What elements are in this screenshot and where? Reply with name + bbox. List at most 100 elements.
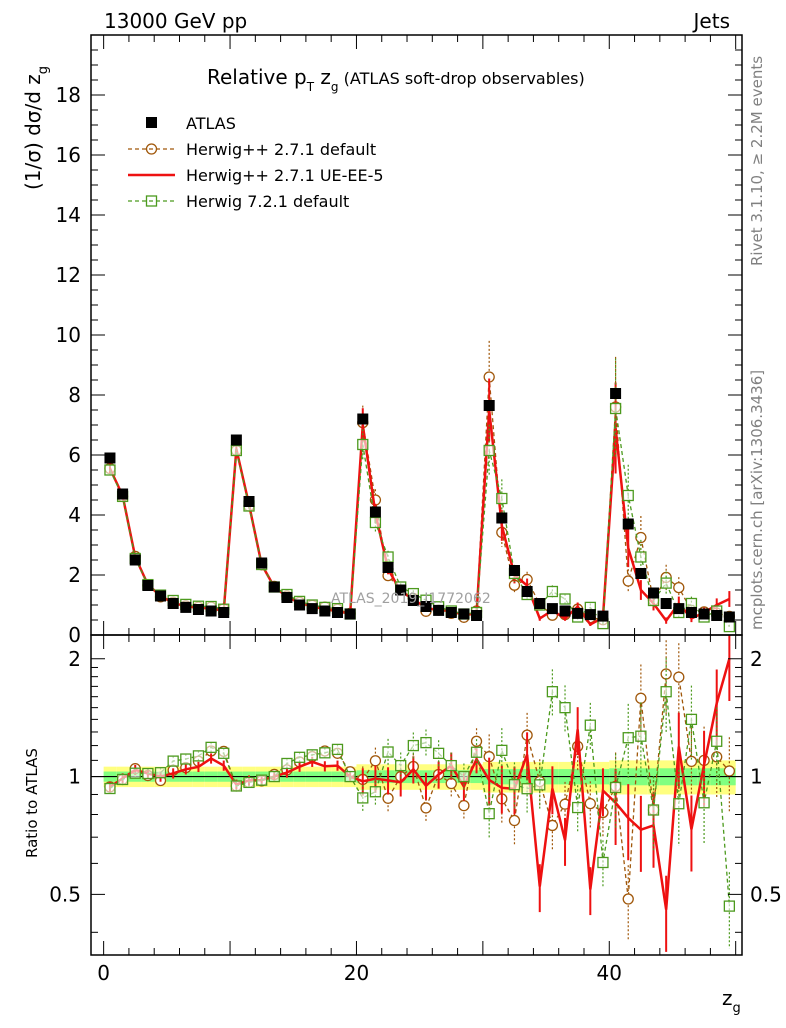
legend-entry-herwig271-ueee5: Herwig++ 2.7.1 UE-EE-5: [128, 166, 384, 185]
ratio-point-herwig721-default: [420, 736, 432, 749]
main-point-atlas: [445, 607, 457, 618]
ratio-point-herwig721-default: [293, 751, 306, 763]
legend-entry-herwig721-default: Herwig 7.2.1 default: [128, 192, 349, 211]
ratio-point-herwig721-default: [180, 753, 192, 765]
ratio-point-herwig721-default: [508, 779, 521, 791]
ratio-point-herwig271-default: [622, 893, 634, 905]
x-axis-label-sub: g: [733, 1001, 741, 1016]
main-point-atlas: [331, 607, 343, 618]
ratio-point-herwig721-default: [559, 702, 571, 714]
main-point-atlas: [180, 601, 192, 613]
main-ytick-label: 4: [68, 503, 81, 527]
main-point-atlas: [142, 580, 154, 591]
main-point-atlas: [344, 608, 356, 620]
main-point-atlas: [167, 598, 179, 609]
x-axis-label-main: z: [722, 986, 733, 1010]
main-point-atlas: [117, 488, 129, 500]
ratio-point-herwig721-default: [205, 741, 217, 754]
ratio-point-herwig721-default: [256, 774, 268, 786]
main-point-atlas: [673, 603, 685, 615]
y-axis-label-sub: g: [36, 66, 51, 74]
x-axis-label: zg: [722, 986, 741, 1016]
ratio-point-herwig721-default: [470, 746, 483, 758]
xtick-label: 0: [97, 961, 110, 985]
ratio-point-herwig721-default: [167, 755, 179, 767]
ratio-point-herwig721-default: [129, 767, 141, 779]
ratio-point-herwig721-default: [369, 786, 382, 798]
rivet-version-text: Rivet 3.1.10, ≥ 2.2M events: [748, 56, 766, 266]
main-ytick-label: 0: [68, 623, 81, 647]
ratio-plot-frame: [90, 634, 743, 956]
ratio-point-herwig271-default: [420, 802, 432, 814]
main-point-atlas: [256, 557, 268, 569]
main-point-atlas: [711, 610, 723, 621]
ratio-point-herwig721-default: [445, 759, 457, 772]
ratio-point-herwig721-default: [597, 856, 609, 869]
ratio-line-herwig271-ueee5: [109, 658, 731, 910]
ratio-point-herwig271-default: [685, 755, 698, 768]
main-ytick-label: 6: [68, 443, 81, 467]
ratio-point-herwig721-default: [357, 792, 369, 804]
main-point-atlas: [458, 608, 470, 620]
main-point-atlas: [572, 607, 584, 619]
ratio-ytick-label: 0.5: [49, 882, 81, 906]
main-point-atlas: [534, 598, 546, 609]
ratio-point-herwig271-default: [445, 777, 457, 790]
main-point-herwig721-default: [609, 402, 622, 415]
title-main: Relative p: [207, 65, 307, 89]
ratio-point-herwig721-default: [331, 743, 344, 756]
ratio-point-herwig721-default: [344, 770, 356, 783]
ratio-point-herwig721-default: [230, 780, 243, 792]
main-point-atlas: [559, 605, 571, 617]
ratio-point-herwig721-default: [407, 739, 419, 752]
main-point-atlas: [268, 581, 280, 593]
ratio-point-herwig721-default: [319, 747, 331, 759]
main-point-atlas: [319, 605, 331, 617]
ratio-point-herwig721-default: [609, 781, 622, 794]
y-axis-label: (1/σ) dσ/d zg: [21, 66, 51, 190]
ratio-axis-label: Ratio to ATLAS: [23, 748, 41, 858]
main-point-herwig721-default: [559, 593, 571, 605]
main-point-atlas: [382, 562, 394, 573]
ratio-point-herwig721-default: [647, 804, 660, 816]
main-point-atlas: [218, 607, 230, 618]
ratio-point-herwig271-default: [382, 792, 394, 804]
ratio-point-herwig721-default: [584, 719, 596, 731]
main-point-atlas: [205, 605, 217, 617]
ratio-point-herwig721-default: [243, 776, 255, 789]
main-point-atlas: [192, 604, 204, 615]
main-point-atlas: [610, 388, 622, 399]
legend-marker-atlas: [146, 117, 157, 128]
main-point-herwig721-default: [723, 620, 736, 633]
main-point-atlas: [471, 610, 483, 621]
legend-marker-herwig271-default: [145, 143, 158, 155]
ratio-point-herwig721-default: [483, 808, 495, 820]
main-point-herwig721-default: [369, 516, 382, 529]
ratio-line-herwig721-default: [109, 690, 731, 907]
main-point-herwig271-default: [622, 575, 634, 587]
main-point-atlas: [155, 590, 167, 602]
ratio-point-herwig721-default: [116, 773, 129, 786]
ratio-point-herwig721-default: [546, 686, 559, 698]
ratio-point-herwig721-default: [534, 779, 546, 791]
main-point-atlas: [635, 568, 647, 579]
ratio-point-herwig721-default: [458, 770, 470, 783]
ratio-point-herwig271-default: [723, 765, 736, 777]
main-line-herwig271-default: [109, 376, 730, 621]
ratio-point-herwig271-default: [508, 814, 521, 827]
title-mid: z: [314, 65, 331, 89]
main-point-atlas: [407, 595, 419, 606]
ratio-point-herwig721-default: [685, 713, 698, 726]
main-ytick-label: 8: [68, 383, 81, 407]
main-point-atlas: [243, 496, 255, 507]
legend-label-herwig721-default: Herwig 7.2.1 default: [186, 192, 349, 211]
main-point-atlas: [698, 608, 710, 620]
main-point-atlas: [584, 609, 596, 621]
ratio-point-herwig721-default: [723, 900, 736, 912]
title-sub-g: g: [331, 80, 339, 94]
main-point-herwig721-default: [660, 577, 672, 589]
ratio-point-herwig271-default: [458, 799, 470, 812]
main-point-atlas: [420, 601, 432, 612]
main-point-herwig721-default: [357, 438, 369, 451]
